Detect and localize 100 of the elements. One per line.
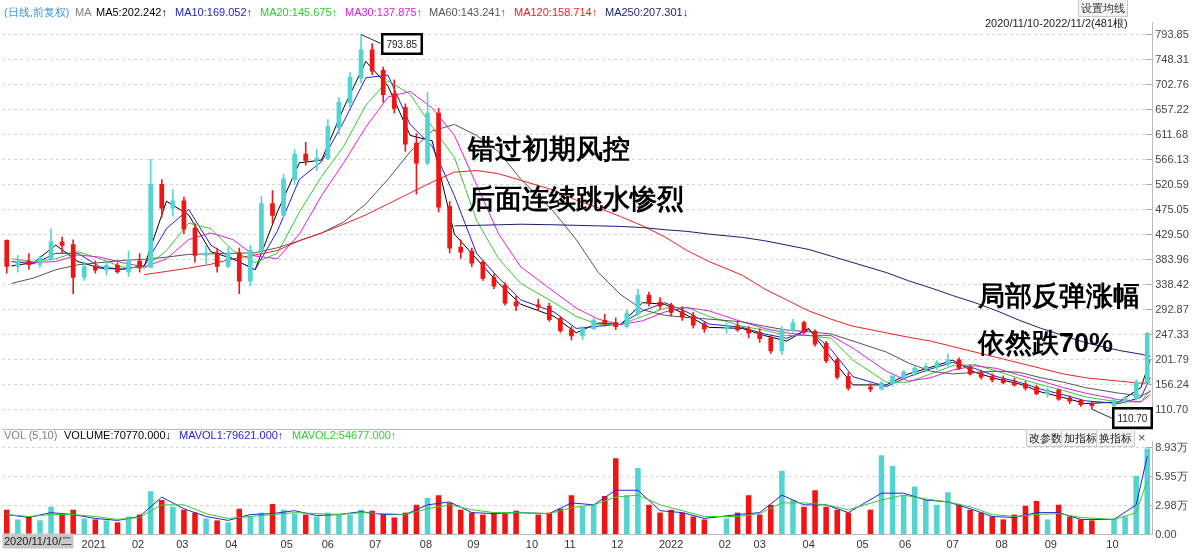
candlestick <box>569 325 574 342</box>
y-tick-label: 748.31 <box>1155 53 1189 66</box>
bar <box>823 506 829 534</box>
candlestick <box>1089 401 1095 411</box>
bar <box>967 509 973 534</box>
annotation: 后面连续跳水惨烈 <box>467 184 684 214</box>
bar <box>181 509 187 534</box>
bar <box>834 509 840 534</box>
bar <box>37 520 43 534</box>
bar <box>646 504 652 534</box>
candlestick <box>137 252 142 274</box>
candlestick <box>558 315 563 334</box>
annotation: VOL (5,10) <box>4 429 58 441</box>
x-tick-label: 07 <box>369 538 382 551</box>
candlestick <box>989 372 995 383</box>
x-tick-label: 08 <box>995 538 1008 551</box>
bar <box>1078 519 1084 534</box>
candlestick <box>170 188 176 218</box>
candlestick <box>646 290 652 308</box>
bar <box>369 510 375 534</box>
candlestick <box>668 301 674 318</box>
candlestick <box>59 236 65 255</box>
bar <box>314 516 320 534</box>
bar <box>989 516 995 534</box>
x-tick-label: 05 <box>280 538 293 551</box>
candlestick <box>613 316 619 331</box>
bar <box>1066 516 1073 534</box>
text: MA250:207.301↓ <box>605 6 689 18</box>
bar <box>701 519 708 534</box>
bar <box>347 514 353 534</box>
bar <box>59 514 65 534</box>
text: MAVOL2:54677.000↑ <box>292 429 397 441</box>
x-tick-label: 05 <box>856 538 869 551</box>
bar <box>81 518 88 534</box>
bar <box>380 514 386 534</box>
bar <box>934 504 940 534</box>
text: MA <box>75 6 93 18</box>
candlestick <box>812 328 818 348</box>
annotation: 110.70 <box>1117 412 1148 424</box>
candlestick <box>281 172 286 219</box>
bar <box>1000 519 1007 534</box>
bar <box>579 506 586 534</box>
candlestick <box>890 373 895 388</box>
candlestick <box>746 325 751 340</box>
y-tick-label: 611.68 <box>1155 128 1189 141</box>
y-tick-label: 383.96 <box>1155 253 1189 266</box>
x-tick-label: 08 <box>419 538 433 551</box>
candlestick <box>469 247 475 268</box>
y-tick-label: 201.79 <box>1155 353 1189 366</box>
candlestick <box>912 364 918 377</box>
bar <box>170 506 176 534</box>
candlestick <box>491 272 497 290</box>
text: MA60:143.241↑ <box>429 6 507 18</box>
bar <box>336 513 342 534</box>
candlestick <box>248 244 253 288</box>
candlestick <box>757 327 763 344</box>
bar <box>3 509 10 534</box>
candlestick <box>181 196 187 235</box>
y-tick-label: 793.85 <box>1155 28 1189 41</box>
candlestick <box>1078 397 1084 408</box>
candlestick <box>978 369 984 381</box>
candlestick <box>126 249 131 278</box>
bar <box>779 470 785 534</box>
annotation: 改参数 <box>1029 432 1062 444</box>
text: (日线,前复权) <box>4 6 70 18</box>
candlestick <box>104 260 109 277</box>
bar <box>192 512 198 534</box>
bar <box>358 509 364 534</box>
candlestick <box>81 260 87 282</box>
candlestick <box>724 322 729 335</box>
candlestick <box>801 319 807 335</box>
candlestick <box>546 301 552 323</box>
candlestick <box>1056 387 1062 402</box>
y-tick-label: 5.95万 <box>1155 470 1188 483</box>
y-tick-label: 8.93万 <box>1155 441 1188 454</box>
y-tick-label: 566.13 <box>1155 153 1189 166</box>
x-tick-label: 02 <box>131 538 145 551</box>
bar <box>469 512 475 534</box>
candlestick <box>4 238 10 275</box>
bar <box>812 490 818 534</box>
candlestick <box>70 238 76 295</box>
candlestick <box>591 316 596 331</box>
candlestick <box>1012 376 1017 388</box>
candlestick <box>26 252 32 271</box>
candlestick <box>380 66 386 104</box>
bar <box>513 510 519 534</box>
y-tick-label: 475.05 <box>1155 203 1189 216</box>
candlestick <box>923 362 929 374</box>
candlestick <box>779 325 785 356</box>
text: MAVOL1:79621.000↑ <box>179 429 284 441</box>
candlestick <box>270 189 275 226</box>
x-tick-label: 2022 <box>658 538 684 551</box>
text: MA10:169.052↑ <box>175 6 253 18</box>
candlestick <box>225 246 231 269</box>
candlestick <box>314 148 320 172</box>
candlestick <box>580 325 585 341</box>
candlestick <box>901 369 906 381</box>
bar <box>1111 518 1117 534</box>
bar <box>70 509 76 534</box>
x-tick-label: 10 <box>1106 538 1119 551</box>
